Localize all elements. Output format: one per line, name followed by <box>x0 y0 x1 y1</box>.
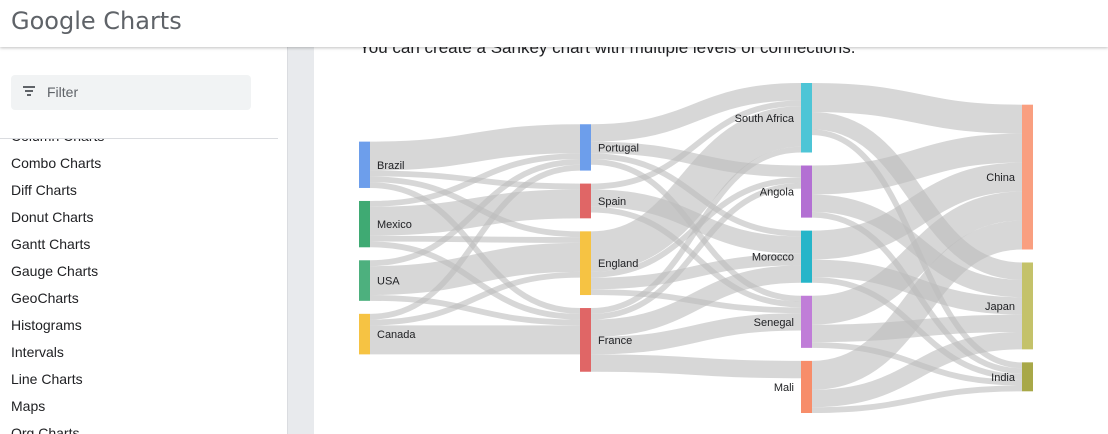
sankey-link-usa-portugal[interactable] <box>369 159 581 267</box>
sankey-link-mexico-england[interactable] <box>369 235 581 243</box>
sankey-chart: Brazil Mexico USA Canada Portugal Spain Englan… <box>359 83 1033 413</box>
sankey-link-spain-south-africa[interactable] <box>590 100 802 190</box>
sankey-link-senegal-china[interactable] <box>811 191 1023 325</box>
sankey-link-mali-japan[interactable] <box>811 331 1023 408</box>
sidebar-divider <box>0 138 278 139</box>
intro-text: You can create a Sankey chart with multi… <box>359 47 856 57</box>
sankey-node-england[interactable] <box>580 231 591 296</box>
sankey-label-south-africa: South Africa <box>735 113 795 125</box>
sankey-label-usa: USA <box>377 276 400 288</box>
sankey-node-spain[interactable] <box>580 183 591 219</box>
sidebar-scroll-mask <box>0 127 280 139</box>
sankey-link-england-senegal[interactable] <box>590 289 802 314</box>
top-bar: Google Charts <box>0 0 1108 47</box>
sankey-node-india[interactable] <box>1022 362 1033 392</box>
sankey-label-angola: Angola <box>760 187 795 199</box>
sankey-link-mali-china[interactable] <box>811 220 1023 390</box>
sankey-node-mexico[interactable] <box>359 200 370 248</box>
filter-input[interactable]: Filter <box>11 75 251 110</box>
google-charts-logo[interactable]: Google Charts <box>11 7 182 35</box>
sankey-link-england-south-africa[interactable] <box>589 106 803 272</box>
sankey-node-canada[interactable] <box>359 313 370 355</box>
sankey-node-france[interactable] <box>580 308 591 372</box>
sankey-label-france: France <box>598 335 632 347</box>
sankey-link-spain-senegal[interactable] <box>590 206 802 308</box>
sidebar-item-org-charts[interactable]: Org Charts <box>11 425 80 434</box>
sankey-node-angola[interactable] <box>801 165 812 218</box>
sankey-label-mexico: Mexico <box>377 219 412 231</box>
sidebar-item-line-charts[interactable]: Line Charts <box>11 371 83 387</box>
sidebar-item-diff-charts[interactable]: Diff Charts <box>11 182 77 198</box>
filter-placeholder: Filter <box>47 84 79 100</box>
sankey-node-japan[interactable] <box>1022 262 1033 350</box>
sankey-link-france-angola[interactable] <box>590 182 802 320</box>
sidebar-item-combo-charts[interactable]: Combo Charts <box>11 155 102 171</box>
sankey-link-usa-france[interactable] <box>369 295 581 326</box>
sankey-link-england-angola[interactable] <box>590 177 802 278</box>
sidebar-item-maps[interactable]: Maps <box>11 398 46 414</box>
sankey-label-spain: Spain <box>598 196 626 208</box>
sankey-node-portugal[interactable] <box>580 124 591 171</box>
sankey-label-japan: Japan <box>985 301 1015 313</box>
sankey-node-china[interactable] <box>1022 104 1033 250</box>
sankey-label-china: China <box>986 172 1016 184</box>
sankey-link-france-mali[interactable] <box>590 354 802 379</box>
sidebar-item-geocharts[interactable]: GeoCharts <box>11 290 79 306</box>
sankey-link-morocco-india[interactable] <box>811 276 1023 380</box>
sankey-link-canada-england[interactable] <box>369 271 581 326</box>
sankey-link-south-africa-china[interactable] <box>811 83 1023 134</box>
sankey-link-spain-morocco[interactable] <box>590 189 802 254</box>
sankey-label-portugal: Portugal <box>598 142 639 154</box>
main-content: You can create a Sankey chart with multi… <box>314 47 1108 434</box>
sankey-link-mali-india[interactable] <box>811 385 1023 413</box>
sankey-node-mali[interactable] <box>801 360 812 413</box>
sankey-link-brazil-france[interactable] <box>369 182 581 314</box>
sidebar-item-intervals[interactable]: Intervals <box>11 344 64 360</box>
sankey-label-morocco: Morocco <box>752 252 794 264</box>
sankey-node-south-africa[interactable] <box>801 83 812 153</box>
sankey-link-portugal-south-africa[interactable] <box>590 83 802 142</box>
sankey-link-angola-china[interactable] <box>811 133 1023 195</box>
sankey-link-mexico-portugal[interactable] <box>369 153 581 207</box>
sankey-node-morocco[interactable] <box>801 230 812 283</box>
sankey-label-senegal: Senegal <box>754 317 794 329</box>
sankey-label-brazil: Brazil <box>377 160 405 172</box>
sankey-label-mali: Mali <box>774 382 794 394</box>
sankey-label-canada: Canada <box>377 329 416 341</box>
sankey-node-senegal[interactable] <box>801 295 812 348</box>
sankey-link-brazil-portugal[interactable] <box>369 124 581 171</box>
sidebar-item-histograms[interactable]: Histograms <box>11 317 82 333</box>
sidebar-item-gauge-charts[interactable]: Gauge Charts <box>11 263 99 279</box>
sankey-label-india: India <box>991 372 1016 384</box>
sankey-label-england: England <box>598 258 638 270</box>
sankey-link-england-morocco[interactable] <box>590 253 802 290</box>
filter-icon <box>23 86 35 98</box>
sankey-node-brazil[interactable] <box>359 141 370 188</box>
sidebar-item-gantt-charts[interactable]: Gantt Charts <box>11 236 91 252</box>
sankey-links <box>369 83 1023 413</box>
sankey-link-france-senegal[interactable] <box>590 313 802 355</box>
sankey-link-usa-england[interactable] <box>369 242 581 296</box>
sankey-node-usa[interactable] <box>359 260 370 301</box>
sankey-link-morocco-china[interactable] <box>811 162 1023 260</box>
sankey-link-morocco-japan[interactable] <box>811 259 1023 315</box>
sidebar-item-donut-charts[interactable]: Donut Charts <box>11 209 94 225</box>
